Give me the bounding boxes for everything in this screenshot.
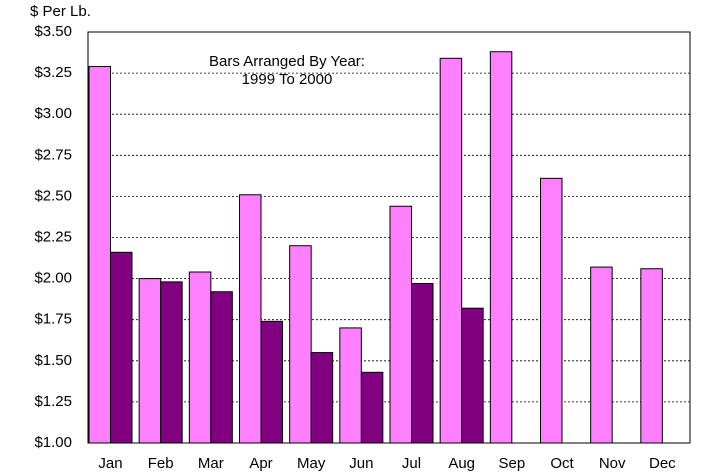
bar [461, 307, 484, 444]
x-tick-label: Sep [498, 455, 525, 472]
bar [239, 194, 262, 444]
bar [289, 245, 312, 444]
y-tick-label: $3.00 [34, 105, 72, 122]
bar [188, 271, 212, 444]
bar [210, 291, 233, 444]
x-tick-label: Apr [249, 455, 272, 472]
x-tick-label: Dec [649, 455, 676, 472]
bar [540, 177, 563, 444]
y-tick-label: $2.50 [34, 187, 72, 204]
y-tick-label: $1.75 [34, 311, 72, 328]
y-tick-label: $1.00 [34, 434, 72, 451]
x-tick-label: Jun [349, 455, 373, 472]
bar [260, 320, 283, 444]
x-tick-label: Nov [599, 455, 626, 472]
y-tick-label: $2.25 [34, 228, 72, 245]
bar [160, 281, 183, 444]
bar [138, 278, 162, 444]
bar [640, 268, 663, 444]
x-tick-label: Feb [148, 455, 174, 472]
y-tick-label: $1.25 [34, 393, 72, 410]
y-tick-label: $2.75 [34, 146, 72, 163]
bar [88, 66, 111, 444]
annotation: 1999 To 2000 [242, 71, 333, 88]
bar [439, 57, 463, 444]
x-tick-label: May [297, 455, 326, 472]
x-tick-label: Jul [402, 455, 421, 472]
y-tick-label: $1.50 [34, 352, 72, 369]
bar [110, 251, 133, 444]
bar [590, 266, 613, 444]
plot-frame [87, 31, 691, 444]
bar [489, 51, 513, 444]
annotation: Bars Arranged By Year: [209, 53, 365, 70]
x-tick-label: Jan [98, 455, 122, 472]
bar [360, 371, 384, 444]
bar [310, 352, 334, 444]
y-tick-label: $2.00 [34, 270, 72, 287]
bar [339, 327, 362, 444]
bar [411, 283, 434, 444]
y-axis-label: $ Per Lb. [30, 3, 91, 20]
y-tick-label: $3.50 [34, 23, 72, 40]
x-tick-label: Oct [550, 455, 574, 472]
y-tick-label: $3.25 [34, 64, 72, 81]
x-tick-label: Mar [198, 455, 224, 472]
bar [389, 205, 412, 444]
bars [88, 51, 663, 444]
x-tick-label: Aug [448, 455, 475, 472]
